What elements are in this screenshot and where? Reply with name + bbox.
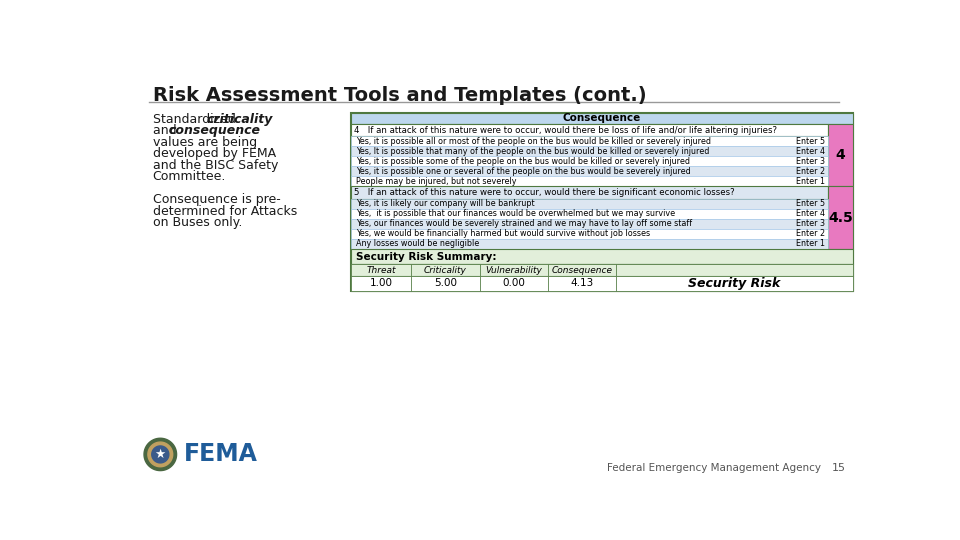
Bar xyxy=(351,276,412,291)
Bar xyxy=(351,137,828,146)
Text: Enter 2: Enter 2 xyxy=(796,167,826,176)
Bar xyxy=(616,264,853,276)
Text: Enter 4: Enter 4 xyxy=(796,210,826,218)
Bar xyxy=(351,264,853,276)
Polygon shape xyxy=(144,438,177,470)
Bar xyxy=(351,249,853,264)
Bar xyxy=(351,276,853,291)
Bar xyxy=(412,264,480,276)
Bar xyxy=(828,124,853,186)
Text: Yes, it is possible some of the people on the bus would be killed or severely in: Yes, it is possible some of the people o… xyxy=(355,157,689,166)
Text: Yes, it is likely our company will be bankrupt: Yes, it is likely our company will be ba… xyxy=(355,199,534,208)
Bar xyxy=(480,276,548,291)
Text: 0.00: 0.00 xyxy=(502,279,525,288)
Text: on Buses only.: on Buses only. xyxy=(153,217,242,230)
Bar xyxy=(351,124,828,137)
Text: 15: 15 xyxy=(831,463,846,473)
Bar xyxy=(351,112,853,291)
Text: FEMA: FEMA xyxy=(183,442,257,467)
Bar xyxy=(351,229,828,239)
Text: Security Risk: Security Risk xyxy=(688,277,780,290)
Text: Risk Assessment Tools and Templates (cont.): Risk Assessment Tools and Templates (con… xyxy=(153,85,646,105)
Text: Enter 3: Enter 3 xyxy=(796,219,826,228)
Text: 4: 4 xyxy=(836,148,846,163)
Text: and the BISC Safety: and the BISC Safety xyxy=(153,159,278,172)
Bar xyxy=(351,209,828,219)
Text: Consequence: Consequence xyxy=(563,113,641,123)
Text: Enter 4: Enter 4 xyxy=(796,147,826,156)
Text: Yes,  it is possible that our finances would be overwhelmed but we may survive: Yes, it is possible that our finances wo… xyxy=(355,210,675,218)
Text: Any losses would be negligible: Any losses would be negligible xyxy=(355,239,479,248)
Text: Threat: Threat xyxy=(367,266,396,274)
Text: Consequence: Consequence xyxy=(551,266,612,274)
Bar xyxy=(548,276,616,291)
Text: People may be injured, but not severely: People may be injured, but not severely xyxy=(355,177,516,186)
Text: Yes, our finances would be severely strained and we may have to lay off some sta: Yes, our finances would be severely stra… xyxy=(355,219,692,228)
Text: developed by FEMA: developed by FEMA xyxy=(153,147,276,160)
Text: 5   If an attack of this nature were to occur, would there be significant econom: 5 If an attack of this nature were to oc… xyxy=(354,188,734,197)
Bar xyxy=(351,199,828,209)
Polygon shape xyxy=(148,442,173,467)
Text: 4.13: 4.13 xyxy=(570,279,593,288)
Text: criticality: criticality xyxy=(206,112,274,125)
Text: Standardized: Standardized xyxy=(153,112,239,125)
Text: ★: ★ xyxy=(155,448,166,461)
Text: Yes, It is possible that many of the people on the bus would be killed or severe: Yes, It is possible that many of the peo… xyxy=(355,147,709,156)
Text: values are being: values are being xyxy=(153,136,256,148)
Text: consequence: consequence xyxy=(169,124,261,137)
Bar xyxy=(351,146,828,157)
Text: Yes, it is possible all or most of the people on the bus would be killed or seve: Yes, it is possible all or most of the p… xyxy=(355,137,710,146)
Text: Committee.: Committee. xyxy=(153,170,226,183)
Text: Vulnerability: Vulnerability xyxy=(485,266,542,274)
Bar xyxy=(351,219,828,229)
Text: 1.00: 1.00 xyxy=(370,279,393,288)
Bar xyxy=(351,186,828,199)
Bar xyxy=(616,276,853,291)
Bar xyxy=(412,276,480,291)
Bar xyxy=(351,264,412,276)
Bar xyxy=(351,177,828,186)
Bar xyxy=(480,264,548,276)
Text: Enter 5: Enter 5 xyxy=(796,137,826,146)
Text: Enter 5: Enter 5 xyxy=(796,199,826,208)
Text: determined for Attacks: determined for Attacks xyxy=(153,205,297,218)
Text: Yes, it is possible one or several of the people on the bus would be severely in: Yes, it is possible one or several of th… xyxy=(355,167,690,176)
Text: Enter 2: Enter 2 xyxy=(796,230,826,238)
Bar xyxy=(828,186,853,249)
Bar xyxy=(351,166,828,177)
Text: Enter 1: Enter 1 xyxy=(796,177,826,186)
Text: Yes, we would be financially harmed but would survive without job losses: Yes, we would be financially harmed but … xyxy=(355,230,650,238)
Bar xyxy=(548,264,616,276)
Text: Enter 1: Enter 1 xyxy=(796,239,826,248)
Text: Consequence is pre-: Consequence is pre- xyxy=(153,193,280,206)
Bar xyxy=(351,157,828,166)
Bar xyxy=(351,112,853,124)
Text: 4.5: 4.5 xyxy=(828,211,853,225)
Polygon shape xyxy=(152,446,169,463)
Text: Enter 3: Enter 3 xyxy=(796,157,826,166)
Text: 5.00: 5.00 xyxy=(434,279,457,288)
Text: and: and xyxy=(153,124,180,137)
Text: Security Risk Summary:: Security Risk Summary: xyxy=(355,252,496,261)
Bar xyxy=(351,239,828,249)
Text: Criticality: Criticality xyxy=(424,266,467,274)
Text: Federal Emergency Management Agency: Federal Emergency Management Agency xyxy=(607,463,821,473)
Text: 4   If an attack of this nature were to occur, would there be loss of life and/o: 4 If an attack of this nature were to oc… xyxy=(354,126,777,135)
